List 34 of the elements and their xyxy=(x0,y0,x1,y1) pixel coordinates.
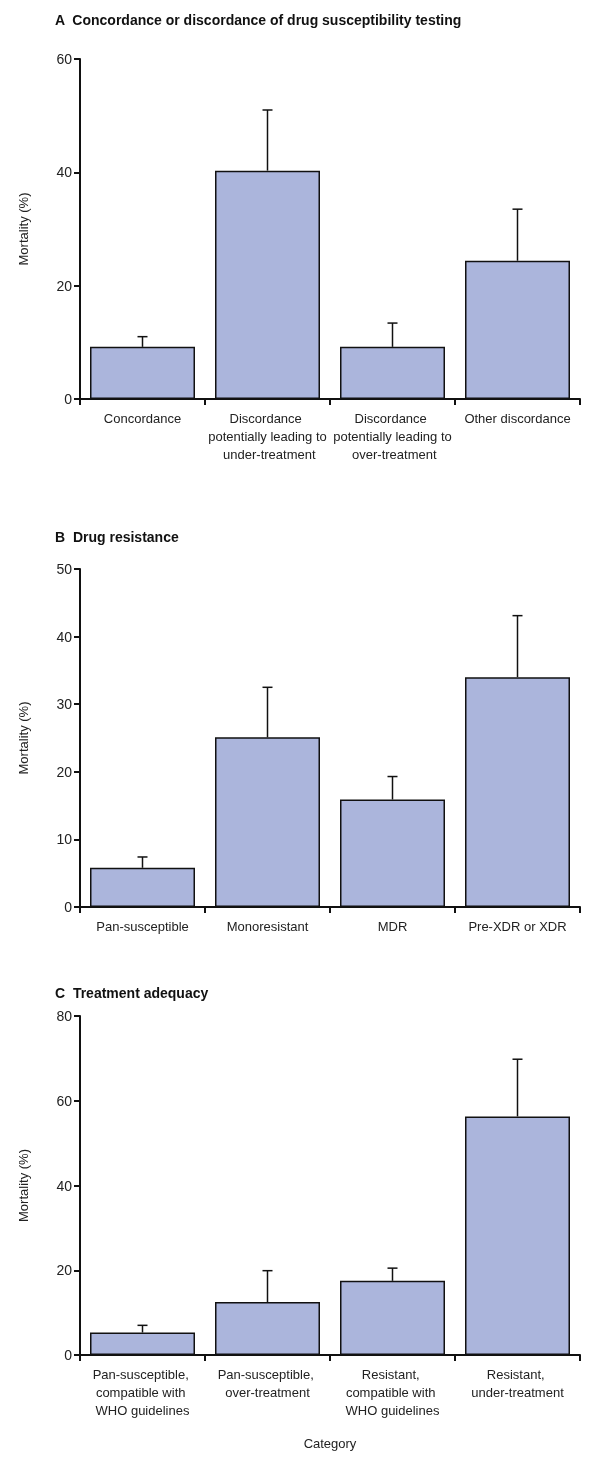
x-tick-label: Pre-XDR or XDR xyxy=(468,918,567,934)
y-axis-title: Mortality (%) xyxy=(16,192,31,266)
y-tick-label: 10 xyxy=(56,831,73,848)
y-tick-label: 40 xyxy=(56,1177,73,1194)
chart-title: C Treatment adequacy xyxy=(55,985,209,1001)
y-tick-label: 0 xyxy=(64,391,73,407)
y-axis-title: Mortality (%) xyxy=(16,701,31,775)
x-tick-label: Pan-susceptible, over-treatment xyxy=(217,1366,318,1400)
y-tick-label: 20 xyxy=(56,763,73,780)
y-tick-label: 0 xyxy=(64,1347,73,1363)
x-tick-label: Discordance potentially leading to over-treatment xyxy=(333,410,452,462)
chart-title: A Concordance or discordance of drug susceptibility testing xyxy=(55,12,462,28)
y-tick-label: 60 xyxy=(56,51,73,67)
y-tick-label: 50 xyxy=(56,561,73,577)
x-tick-label: Pan-susceptible, compatible with WHO guidelines xyxy=(92,1366,193,1418)
y-tick-label: 60 xyxy=(56,1092,73,1109)
x-tick-label: Resistant, compatible with WHO guidelines xyxy=(345,1366,440,1418)
x-tick-label: Discordance potentially leading to under-treatment xyxy=(208,410,327,462)
x-tick-label: Other discordance xyxy=(464,410,571,426)
y-tick-label: 0 xyxy=(64,899,73,915)
x-tick-label: Pan-susceptible xyxy=(96,918,189,934)
y-tick-label: 20 xyxy=(56,277,73,294)
y-tick-label: 30 xyxy=(56,696,73,713)
y-axis-title: Mortality (%) xyxy=(16,1149,31,1222)
y-tick-label: 20 xyxy=(56,1262,73,1279)
x-tick-label: MDR xyxy=(377,918,408,934)
x-tick-label: Resistant, under-treatment xyxy=(471,1366,565,1400)
x-tick-label: Monoresistant xyxy=(226,918,309,934)
x-tick-label: Concordance xyxy=(103,410,182,426)
chart-title: B Drug resistance xyxy=(55,529,179,545)
y-tick-label: 80 xyxy=(56,1008,73,1024)
y-tick-label: 40 xyxy=(56,628,73,645)
y-tick-label: 40 xyxy=(56,164,73,181)
x-axis-title: Category xyxy=(303,1436,357,1451)
